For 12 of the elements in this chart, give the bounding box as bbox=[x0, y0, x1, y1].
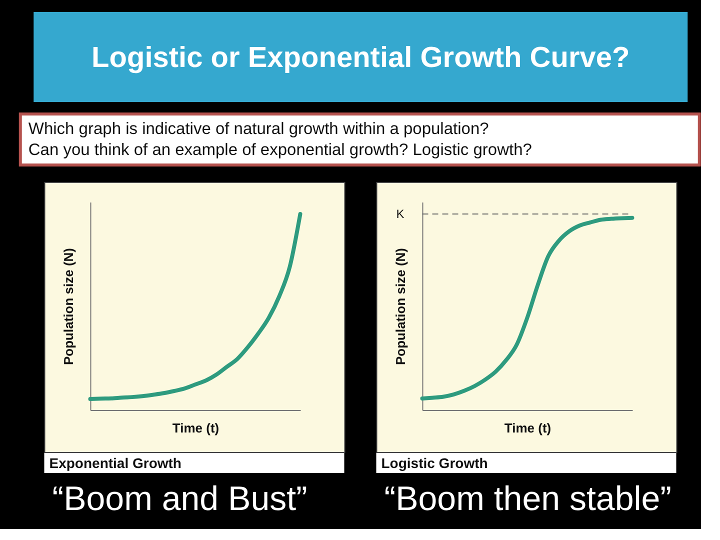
x-axis-title: Time (t) bbox=[504, 420, 552, 436]
text: “Boom and Bust” bbox=[52, 480, 308, 518]
y-axis-title: Population size (N) bbox=[392, 248, 408, 365]
x-axis-title: Time (t) bbox=[172, 420, 220, 436]
text: Exponential Growth bbox=[49, 455, 182, 471]
y-axis-title: Population size (N) bbox=[60, 248, 76, 365]
text: “Boom then stable” bbox=[384, 480, 672, 518]
text: Logistic or Exponential Growth Curve? bbox=[92, 42, 630, 74]
ref-line-label: K bbox=[396, 207, 404, 221]
text: Logistic Growth bbox=[381, 455, 488, 471]
text: Which graph is indicative of natural growth within a population? bbox=[28, 120, 489, 138]
text: Can you think of an example of exponential growth? Logistic growth? bbox=[28, 141, 532, 159]
